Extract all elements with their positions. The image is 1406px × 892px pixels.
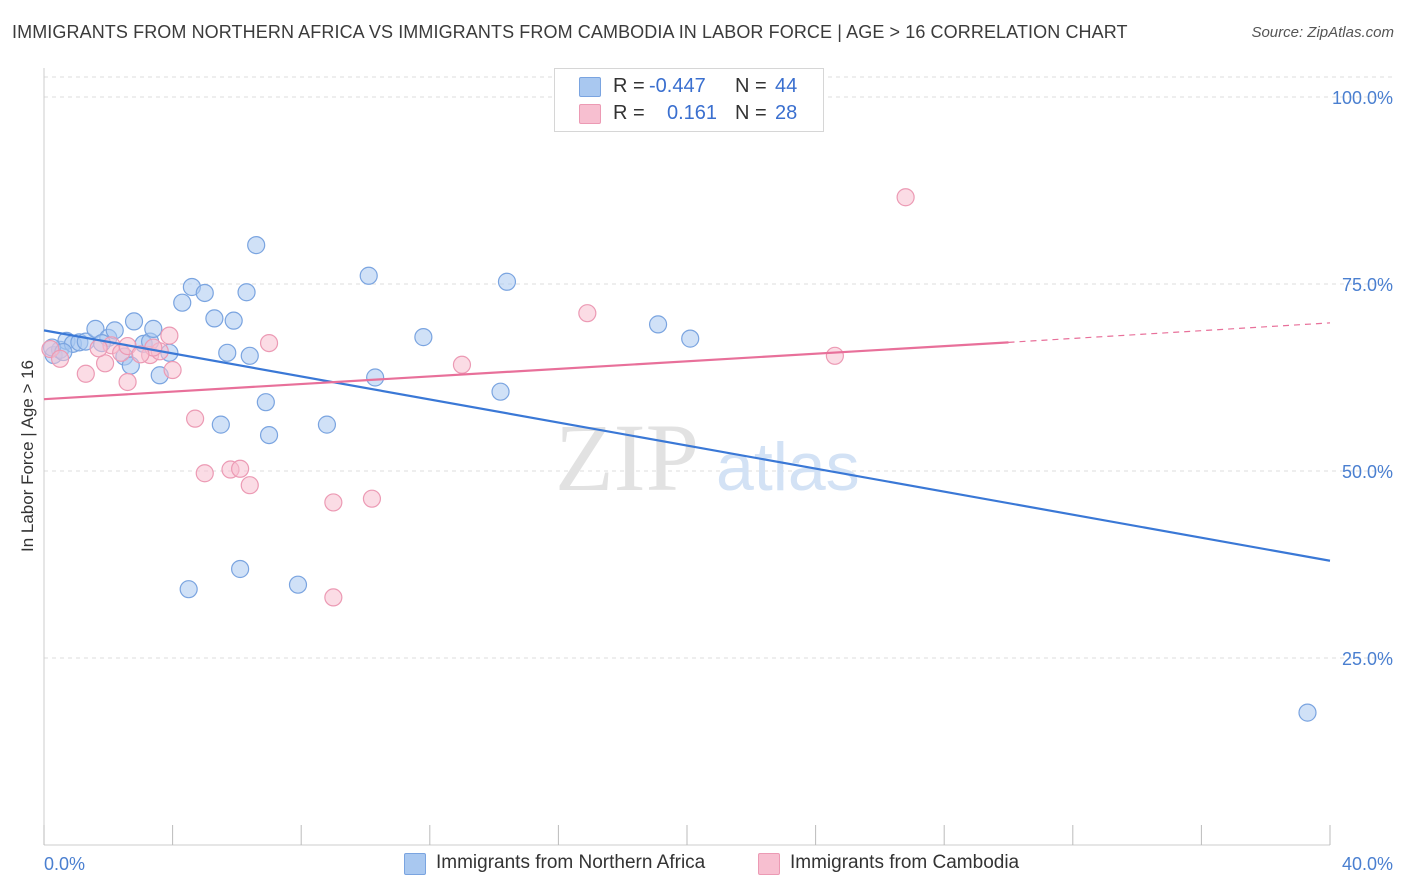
legend-n-label: N = — [735, 102, 767, 124]
trend-line-northern-africa — [43, 329, 1331, 562]
point-northern-africa — [288, 575, 308, 594]
point-cambodia — [95, 354, 115, 373]
point-northern-africa — [237, 283, 256, 302]
point-cambodia — [186, 409, 205, 428]
point-northern-africa — [259, 425, 279, 445]
point-northern-africa — [497, 272, 517, 291]
point-cambodia — [578, 304, 597, 323]
point-cambodia — [324, 588, 343, 607]
point-northern-africa — [124, 312, 144, 331]
point-northern-africa — [179, 580, 198, 599]
point-northern-africa — [414, 328, 433, 347]
legend-r-label: R = — [613, 102, 645, 124]
source-label: Source: ZipAtlas.com — [1251, 24, 1394, 41]
legend-r-label: R = — [613, 75, 645, 97]
point-northern-africa — [224, 311, 243, 330]
point-northern-africa — [231, 559, 250, 579]
y-tick-label: 75.0% — [1342, 275, 1393, 295]
y-tick-label: 25.0% — [1342, 649, 1393, 669]
point-northern-africa — [218, 343, 237, 362]
point-northern-africa — [105, 321, 124, 340]
point-northern-africa — [648, 315, 668, 334]
point-northern-africa — [240, 346, 259, 365]
bottom-legend-label: Immigrants from Northern Africa — [436, 852, 706, 873]
point-cambodia — [160, 326, 179, 345]
x-tick-label: 40.0% — [1342, 854, 1393, 874]
point-northern-africa — [144, 319, 163, 338]
point-northern-africa — [1298, 703, 1317, 722]
legend-swatch-blue — [579, 77, 601, 97]
point-cambodia — [163, 360, 182, 380]
watermark-zip: ZIP — [555, 404, 699, 511]
legend-n-value: 28 — [775, 102, 798, 124]
x-tick-label: 0.0% — [44, 854, 85, 874]
point-northern-africa — [211, 415, 230, 434]
point-northern-africa — [366, 368, 385, 387]
trend-line-cambodia — [43, 341, 1009, 401]
point-northern-africa — [256, 393, 275, 412]
point-northern-africa — [173, 293, 192, 312]
axes — [43, 68, 1331, 846]
bottom-legend-swatch-blue — [404, 853, 426, 875]
point-cambodia — [195, 464, 214, 483]
legend-n-value: 44 — [775, 75, 798, 97]
correlation-legend: R = -0.447 N = 44 R = 0.161 N = 28 — [554, 68, 824, 132]
point-cambodia — [50, 349, 70, 368]
point-cambodia — [231, 459, 250, 478]
bottom-legend-swatch-pink — [758, 853, 780, 875]
legend-swatch-pink — [579, 104, 601, 124]
bottom-legend-label: Immigrants from Cambodia — [790, 852, 1020, 873]
point-cambodia — [324, 493, 343, 512]
y-tick-label: 100.0% — [1332, 88, 1393, 108]
point-cambodia — [259, 333, 279, 353]
point-cambodia — [118, 372, 137, 392]
y-tick-label: 50.0% — [1342, 462, 1393, 482]
point-northern-africa — [205, 309, 224, 328]
legend-r-value: 0.161 — [667, 102, 718, 124]
watermark: ZIP atlas — [555, 404, 860, 511]
point-northern-africa — [195, 283, 214, 303]
tick-labels: 25.0% 50.0% 75.0% 100.0% 0.0% 40.0% — [44, 88, 1393, 874]
point-northern-africa — [491, 382, 510, 401]
point-cambodia — [76, 364, 95, 383]
point-northern-africa — [681, 329, 700, 348]
point-cambodia — [452, 355, 472, 374]
legend-r-value: -0.447 — [649, 75, 706, 97]
point-cambodia — [89, 339, 108, 358]
point-northern-africa — [247, 236, 266, 255]
point-northern-africa — [359, 266, 378, 285]
point-cambodia — [240, 476, 259, 495]
point-cambodia — [896, 188, 915, 207]
point-cambodia — [825, 346, 844, 365]
point-cambodia — [131, 345, 150, 364]
trend-lines — [43, 322, 1331, 562]
chart-title: IMMIGRANTS FROM NORTHERN AFRICA VS IMMIG… — [12, 22, 1128, 42]
point-cambodia — [362, 489, 382, 508]
point-northern-africa — [317, 415, 337, 434]
watermark-atlas: atlas — [716, 429, 860, 505]
legend-n-label: N = — [735, 75, 767, 97]
trend-line-cambodia-extension — [1008, 322, 1331, 343]
